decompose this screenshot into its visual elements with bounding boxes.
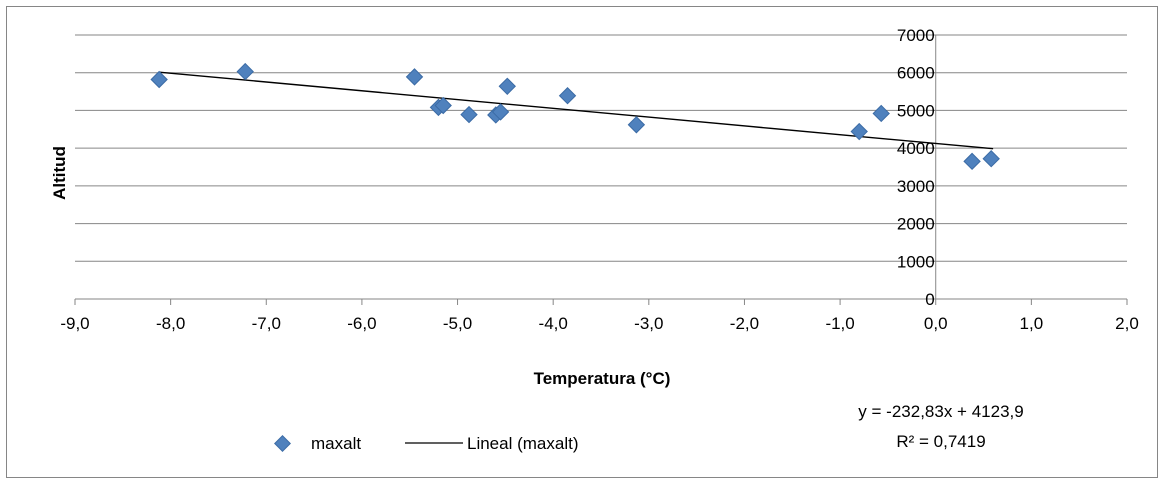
data-point bbox=[850, 122, 868, 141]
x-tick-label: -2,0 bbox=[730, 314, 759, 333]
trendline-r2: R² = 0,7419 bbox=[896, 432, 985, 451]
data-point bbox=[460, 105, 478, 124]
data-point bbox=[498, 77, 516, 95]
y-axis-title: Altitud bbox=[50, 146, 69, 200]
data-points bbox=[150, 62, 1000, 171]
x-tick-label: -7,0 bbox=[252, 314, 281, 333]
y-tick-label: 1000 bbox=[897, 252, 935, 271]
x-tick-label: 2,0 bbox=[1115, 314, 1139, 333]
x-tick-label: 0,0 bbox=[924, 314, 948, 333]
data-point bbox=[558, 87, 577, 105]
trendline bbox=[159, 71, 994, 150]
data-point bbox=[434, 96, 452, 115]
data-point bbox=[872, 104, 890, 123]
gridlines bbox=[75, 34, 1127, 262]
trendline-equation: y = -232,83x + 4123,9 bbox=[858, 402, 1023, 421]
data-point bbox=[627, 116, 646, 134]
legend-label-maxalt: maxalt bbox=[311, 434, 361, 453]
chart-frame: 0 1000 2000 3000 4000 5000 6000 7000 -9,0 -8,0 -7,… bbox=[6, 6, 1158, 478]
data-point bbox=[405, 68, 424, 86]
data-point bbox=[963, 152, 981, 171]
x-tick-label: -9,0 bbox=[60, 314, 89, 333]
axes bbox=[74, 34, 1128, 305]
y-tick-label: 3000 bbox=[897, 177, 935, 196]
x-axis-title: Temperatura (°C) bbox=[534, 369, 671, 388]
x-tick-label: 1,0 bbox=[1020, 314, 1044, 333]
y-tick-label: 6000 bbox=[897, 64, 935, 83]
legend-diamond-icon bbox=[274, 435, 291, 452]
legend-label-trendline: Lineal (maxalt) bbox=[467, 434, 579, 453]
x-tick-label: -6,0 bbox=[347, 314, 376, 333]
data-point bbox=[982, 149, 1000, 168]
x-tick-label: -8,0 bbox=[156, 314, 185, 333]
y-tick-label: 7000 bbox=[897, 26, 935, 45]
x-tick-label: -5,0 bbox=[443, 314, 472, 333]
data-point bbox=[491, 103, 510, 121]
tick-labels: 0 1000 2000 3000 4000 5000 6000 7000 -9,0 -8,0 -7,… bbox=[60, 26, 1138, 333]
trendline-layer bbox=[159, 71, 994, 150]
scatter-chart: 0 1000 2000 3000 4000 5000 6000 7000 -9,0 -8,0 -7,… bbox=[50, 26, 1139, 453]
y-tick-label: 4000 bbox=[897, 139, 935, 158]
legend: maxalt Lineal (maxalt) bbox=[274, 434, 579, 453]
data-point bbox=[236, 62, 254, 81]
x-tick-label: -4,0 bbox=[539, 314, 568, 333]
x-tick-label: -3,0 bbox=[634, 314, 663, 333]
data-point bbox=[150, 70, 168, 89]
y-tick-label: 5000 bbox=[897, 101, 935, 120]
y-tick-label: 0 bbox=[925, 290, 934, 309]
x-tick-label: -1,0 bbox=[825, 314, 854, 333]
y-tick-label: 2000 bbox=[897, 215, 935, 234]
